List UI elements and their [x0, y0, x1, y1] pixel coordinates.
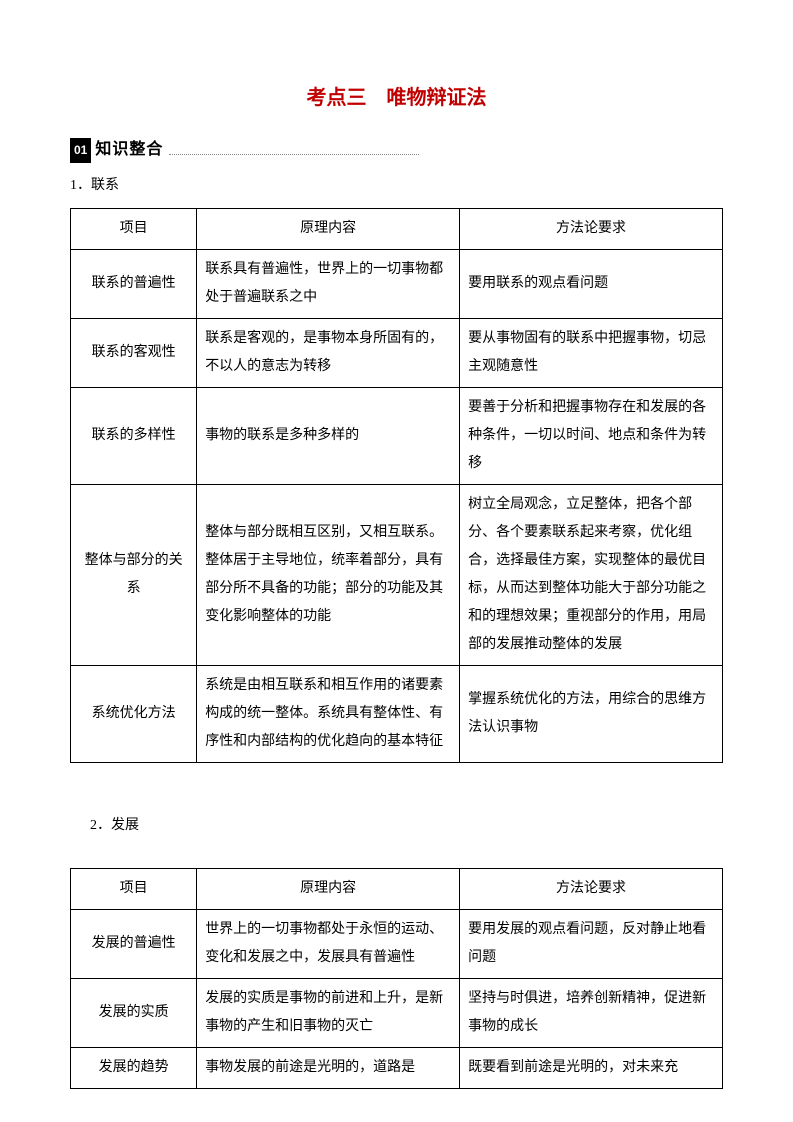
- table-cell: 联系是客观的，是事物本身所固有的，不以人的意志为转移: [197, 318, 460, 387]
- section-label: 知识整合: [95, 136, 163, 165]
- sub2-text: 发展: [111, 818, 139, 833]
- table-cell: 联系的多样性: [71, 387, 197, 484]
- table-cell: 发展的实质是事物的前进和上升，是新事物的产生和旧事物的灭亡: [197, 979, 460, 1048]
- table-cell: 联系具有普遍性，世界上的一切事物都处于普遍联系之中: [197, 249, 460, 318]
- table-row: 联系的普遍性 联系具有普遍性，世界上的一切事物都处于普遍联系之中 要用联系的观点…: [71, 249, 723, 318]
- sub2-number: 2．: [90, 818, 111, 833]
- table-cell: 坚持与时俱进，培养创新精神，促进新事物的成长: [460, 979, 723, 1048]
- dotted-line: [169, 154, 419, 155]
- table-cell: 要善于分析和把握事物存在和发展的各种条件，一切以时间、地点和条件为转移: [460, 387, 723, 484]
- table-2: 项目 原理内容 方法论要求 发展的普遍性 世界上的一切事物都处于永恒的运动、变化…: [70, 868, 723, 1089]
- table-cell: 发展的趋势: [71, 1048, 197, 1089]
- section-header: 01 知识整合: [70, 136, 723, 165]
- table-cell: 发展的普遍性: [71, 910, 197, 979]
- table-row: 发展的实质 发展的实质是事物的前进和上升，是新事物的产生和旧事物的灭亡 坚持与时…: [71, 979, 723, 1048]
- table-cell: 事物的联系是多种多样的: [197, 387, 460, 484]
- table-header: 原理内容: [197, 869, 460, 910]
- table-header: 项目: [71, 208, 197, 249]
- table-cell: 发展的实质: [71, 979, 197, 1048]
- table-row: 发展的普遍性 世界上的一切事物都处于永恒的运动、变化和发展之中，发展具有普遍性 …: [71, 910, 723, 979]
- table-row: 联系的客观性 联系是客观的，是事物本身所固有的，不以人的意志为转移 要从事物固有…: [71, 318, 723, 387]
- table-cell: 系统优化方法: [71, 665, 197, 762]
- table-cell: 既要看到前途是光明的，对未来充: [460, 1048, 723, 1089]
- table-cell: 整体与部分的关系: [71, 484, 197, 665]
- table-header: 项目: [71, 869, 197, 910]
- table-cell: 联系的普遍性: [71, 249, 197, 318]
- table-row: 整体与部分的关系 整体与部分既相互区别，又相互联系。整体居于主导地位，统率着部分…: [71, 484, 723, 665]
- title-main: 唯物辩证法: [387, 87, 487, 109]
- subtitle-1: 1．联系: [70, 173, 723, 198]
- title-prefix: 考点三: [307, 87, 367, 109]
- table-cell: 要从事物固有的联系中把握事物，切忌主观随意性: [460, 318, 723, 387]
- table-cell: 要用发展的观点看问题，反对静止地看问题: [460, 910, 723, 979]
- table-cell: 整体与部分既相互区别，又相互联系。整体居于主导地位，统率着部分，具有部分所不具备…: [197, 484, 460, 665]
- table-cell: 事物发展的前途是光明的，道路是: [197, 1048, 460, 1089]
- table-header-row: 项目 原理内容 方法论要求: [71, 208, 723, 249]
- table-row: 系统优化方法 系统是由相互联系和相互作用的诸要素构成的统一整体。系统具有整体性、…: [71, 665, 723, 762]
- subtitle-2: 2．发展: [90, 813, 723, 838]
- table-row: 发展的趋势 事物发展的前途是光明的，道路是 既要看到前途是光明的，对未来充: [71, 1048, 723, 1089]
- table-cell: 系统是由相互联系和相互作用的诸要素构成的统一整体。系统具有整体性、有序性和内部结…: [197, 665, 460, 762]
- table-cell: 要用联系的观点看问题: [460, 249, 723, 318]
- table-cell: 掌握系统优化的方法，用综合的思维方法认识事物: [460, 665, 723, 762]
- table-cell: 联系的客观性: [71, 318, 197, 387]
- table-1: 项目 原理内容 方法论要求 联系的普遍性 联系具有普遍性，世界上的一切事物都处于…: [70, 208, 723, 763]
- table-header: 原理内容: [197, 208, 460, 249]
- sub1-number: 1．: [70, 178, 91, 193]
- table-cell: 世界上的一切事物都处于永恒的运动、变化和发展之中，发展具有普遍性: [197, 910, 460, 979]
- section-badge: 01: [70, 138, 91, 164]
- table-cell: 树立全局观念，立足整体，把各个部分、各个要素联系起来考察，优化组合，选择最佳方案…: [460, 484, 723, 665]
- table-header: 方法论要求: [460, 869, 723, 910]
- table-header-row: 项目 原理内容 方法论要求: [71, 869, 723, 910]
- table-header: 方法论要求: [460, 208, 723, 249]
- sub1-text: 联系: [91, 178, 119, 193]
- page-title: 考点三 唯物辩证法: [70, 80, 723, 116]
- table-row: 联系的多样性 事物的联系是多种多样的 要善于分析和把握事物存在和发展的各种条件，…: [71, 387, 723, 484]
